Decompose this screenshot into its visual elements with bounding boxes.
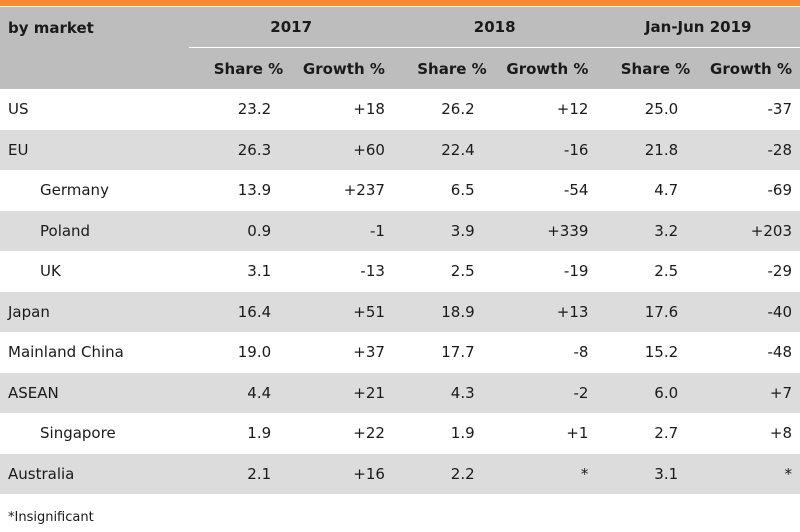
share-cell: 21.8 [644, 140, 679, 159]
growth-cell: -29 [767, 262, 793, 281]
market-name-cell: Poland [40, 221, 91, 240]
share-cell: 3.9 [450, 221, 475, 240]
growth-cell: -54 [563, 181, 589, 200]
growth-cell: -40 [767, 302, 793, 321]
growth-cell: +37 [353, 343, 385, 362]
share-cell: 6.5 [450, 181, 475, 200]
table-row: Germany 13.9 +237 6.5 -54 4.7 -69 [0, 170, 800, 211]
share-cell: 3.1 [654, 464, 679, 483]
table-row: Mainland China 19.0 +37 17.7 -8 15.2 -48 [0, 332, 800, 373]
share-cell: 2.2 [450, 464, 475, 483]
growth-cell: -1 [369, 221, 385, 240]
market-name-cell: UK [40, 262, 61, 281]
share-cell: 4.7 [654, 181, 679, 200]
market-name-cell: Australia [8, 464, 75, 483]
share-cell: 3.1 [247, 262, 272, 281]
growth-cell: +12 [556, 100, 589, 119]
growth-cell: +339 [547, 221, 589, 240]
growth-cell: +16 [353, 464, 385, 483]
share-column-header: Share % [620, 59, 691, 78]
growth-cell: * [784, 464, 793, 483]
growth-cell: +237 [343, 181, 385, 200]
share-cell: 1.9 [450, 424, 475, 443]
share-cell: 26.3 [237, 140, 272, 159]
table-row: Japan 16.4 +51 18.9 +13 17.6 -40 [0, 291, 800, 332]
share-cell: 2.5 [654, 262, 679, 281]
growth-cell: -48 [767, 343, 793, 362]
market-name-cell: Germany [40, 181, 109, 200]
market-column-header: by market [8, 19, 94, 37]
table-row: Australia 2.1 +16 2.2 * 3.1 * [0, 453, 800, 494]
growth-cell: +13 [556, 302, 589, 321]
market-name-cell: Singapore [40, 424, 116, 443]
table-row: UK 3.1 -13 2.5 -19 2.5 -29 [0, 251, 800, 292]
growth-cell: -2 [573, 383, 589, 402]
table-row: Poland 0.9 -1 3.9 +339 3.2 +203 [0, 210, 800, 251]
share-cell: 15.2 [644, 343, 679, 362]
growth-cell: +8 [769, 424, 792, 443]
growth-cell: -28 [767, 140, 793, 159]
share-cell: 22.4 [441, 140, 475, 159]
growth-cell: * [580, 464, 589, 483]
share-cell: 1.9 [247, 424, 272, 443]
growth-column-header: Growth % [506, 59, 589, 78]
table-row: ASEAN 4.4 +21 4.3 -2 6.0 +7 [0, 372, 800, 413]
share-column-header: Share % [213, 59, 284, 78]
share-cell: 0.9 [247, 221, 272, 240]
growth-cell: +21 [353, 383, 385, 402]
share-cell: 17.6 [644, 302, 679, 321]
market-name-cell: ASEAN [8, 383, 59, 402]
share-column-header: Share % [417, 59, 487, 78]
share-cell: 13.9 [237, 181, 272, 200]
period-header-2017: 2017 [189, 7, 393, 48]
growth-cell: +203 [750, 221, 792, 240]
share-cell: 2.1 [247, 464, 272, 483]
share-cell: 3.2 [654, 221, 679, 240]
accent-bar [0, 0, 800, 6]
growth-column-header: Growth % [302, 59, 385, 78]
growth-cell: +18 [353, 100, 385, 119]
share-cell: 4.3 [450, 383, 475, 402]
growth-column-header: Growth % [710, 59, 792, 78]
growth-cell: -19 [563, 262, 589, 281]
share-cell: 2.5 [450, 262, 475, 281]
growth-cell: -13 [360, 262, 385, 281]
table-row: US 23.2 +18 26.2 +12 25.0 -37 [0, 89, 800, 130]
growth-cell: +7 [769, 383, 792, 402]
growth-cell: -69 [767, 181, 793, 200]
share-cell: 23.2 [237, 100, 272, 119]
share-cell: 16.4 [237, 302, 272, 321]
market-table: by market 2017 2018 Jan-Jun 2019 Share %… [0, 7, 800, 494]
table-row: Singapore 1.9 +22 1.9 +1 2.7 +8 [0, 413, 800, 454]
growth-cell: +51 [353, 302, 385, 321]
growth-cell: -8 [573, 343, 589, 362]
market-name-cell: Mainland China [8, 343, 124, 362]
share-cell: 4.4 [247, 383, 272, 402]
growth-cell: +60 [353, 140, 385, 159]
table-header-periods: by market 2017 2018 Jan-Jun 2019 [0, 7, 800, 48]
share-cell: 17.7 [441, 343, 475, 362]
share-cell: 6.0 [654, 383, 679, 402]
share-cell: 18.9 [441, 302, 475, 321]
growth-cell: +1 [566, 424, 589, 443]
table-row: EU 26.3 +60 22.4 -16 21.8 -28 [0, 129, 800, 170]
growth-cell: -37 [767, 100, 793, 119]
footnote: *Insignificant [8, 510, 94, 525]
share-cell: 2.7 [654, 424, 679, 443]
share-cell: 25.0 [644, 100, 679, 119]
market-name-cell: US [8, 100, 29, 119]
period-header-2018: 2018 [392, 7, 597, 48]
market-name-cell: EU [8, 140, 29, 159]
market-name-cell: Japan [8, 302, 50, 321]
table-body: US 23.2 +18 26.2 +12 25.0 -37 EU 26.3 +60 22.4 -16 2… [0, 89, 800, 494]
growth-cell: +22 [353, 424, 385, 443]
share-cell: 19.0 [237, 343, 272, 362]
share-cell: 26.2 [441, 100, 475, 119]
period-header-jan-jun-2019: Jan-Jun 2019 [596, 7, 800, 48]
growth-cell: -16 [563, 140, 589, 159]
